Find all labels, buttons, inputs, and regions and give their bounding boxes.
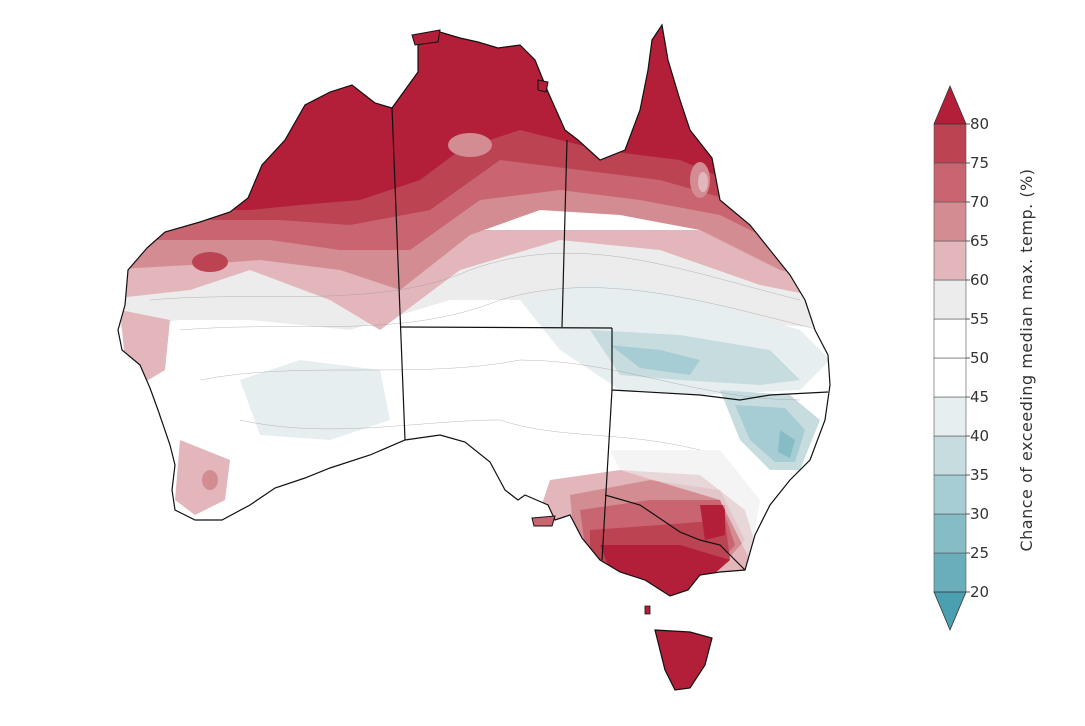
colorbar-tick-label: 65 bbox=[970, 232, 989, 250]
colorbar-below-arrow bbox=[933, 591, 967, 632]
colorbar-tick-label: 25 bbox=[970, 544, 989, 562]
colorbar-bin bbox=[933, 279, 967, 320]
mainland-contours bbox=[118, 25, 830, 596]
colorbar-above-arrow bbox=[933, 84, 967, 125]
nt-sa-border bbox=[399, 326, 613, 329]
colorbar-tick-label: 60 bbox=[970, 271, 989, 289]
colorbar-bin bbox=[933, 435, 967, 476]
colorbar-bin bbox=[933, 513, 967, 554]
sa-nsw-vic-border bbox=[601, 389, 613, 561]
state-borders bbox=[391, 107, 829, 571]
colorbar-bin bbox=[933, 240, 967, 281]
colorbar-tick-label: 40 bbox=[970, 427, 989, 445]
colorbar: 20 25 30 35 40 45 50 55 60 65 70 75 80 Chance of exc… bbox=[933, 84, 1036, 632]
colorbar-bin bbox=[933, 474, 967, 515]
colorbar-bin bbox=[933, 357, 967, 398]
colorbar-title: Chance of exceeding median max. temp. (%… bbox=[1017, 168, 1036, 551]
tasmania bbox=[644, 605, 713, 691]
colorbar-bin bbox=[933, 396, 967, 437]
colorbar-tick-label: 20 bbox=[970, 583, 989, 601]
colorbar-tick-label: 75 bbox=[970, 154, 989, 172]
colorbar-bin bbox=[933, 162, 967, 203]
colorbar-tick-label: 35 bbox=[970, 466, 989, 484]
colorbar-tick-label: 80 bbox=[970, 115, 989, 133]
colorbar-tick-label: 50 bbox=[970, 349, 989, 367]
colorbar-tick-label: 70 bbox=[970, 193, 989, 211]
australia-map bbox=[117, 23, 831, 691]
wa-nt-sa-border bbox=[391, 107, 406, 441]
colorbar-bin bbox=[933, 552, 967, 593]
colorbar-tick-label: 45 bbox=[970, 388, 989, 406]
colorbar-bin bbox=[933, 123, 967, 164]
qld-nsw-border bbox=[611, 328, 829, 401]
nsw-vic-border bbox=[604, 494, 746, 571]
colorbar-tick-label: 30 bbox=[970, 505, 989, 523]
islands bbox=[411, 29, 556, 527]
colorbar-tick-label: 55 bbox=[970, 310, 989, 328]
colorbar-bin bbox=[933, 201, 967, 242]
nt-qld-border bbox=[561, 139, 568, 328]
colorbar-bin bbox=[933, 318, 967, 359]
